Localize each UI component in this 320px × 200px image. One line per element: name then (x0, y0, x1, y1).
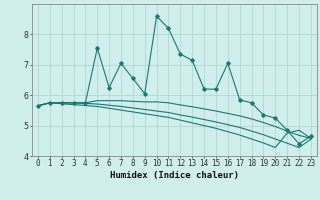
X-axis label: Humidex (Indice chaleur): Humidex (Indice chaleur) (110, 171, 239, 180)
